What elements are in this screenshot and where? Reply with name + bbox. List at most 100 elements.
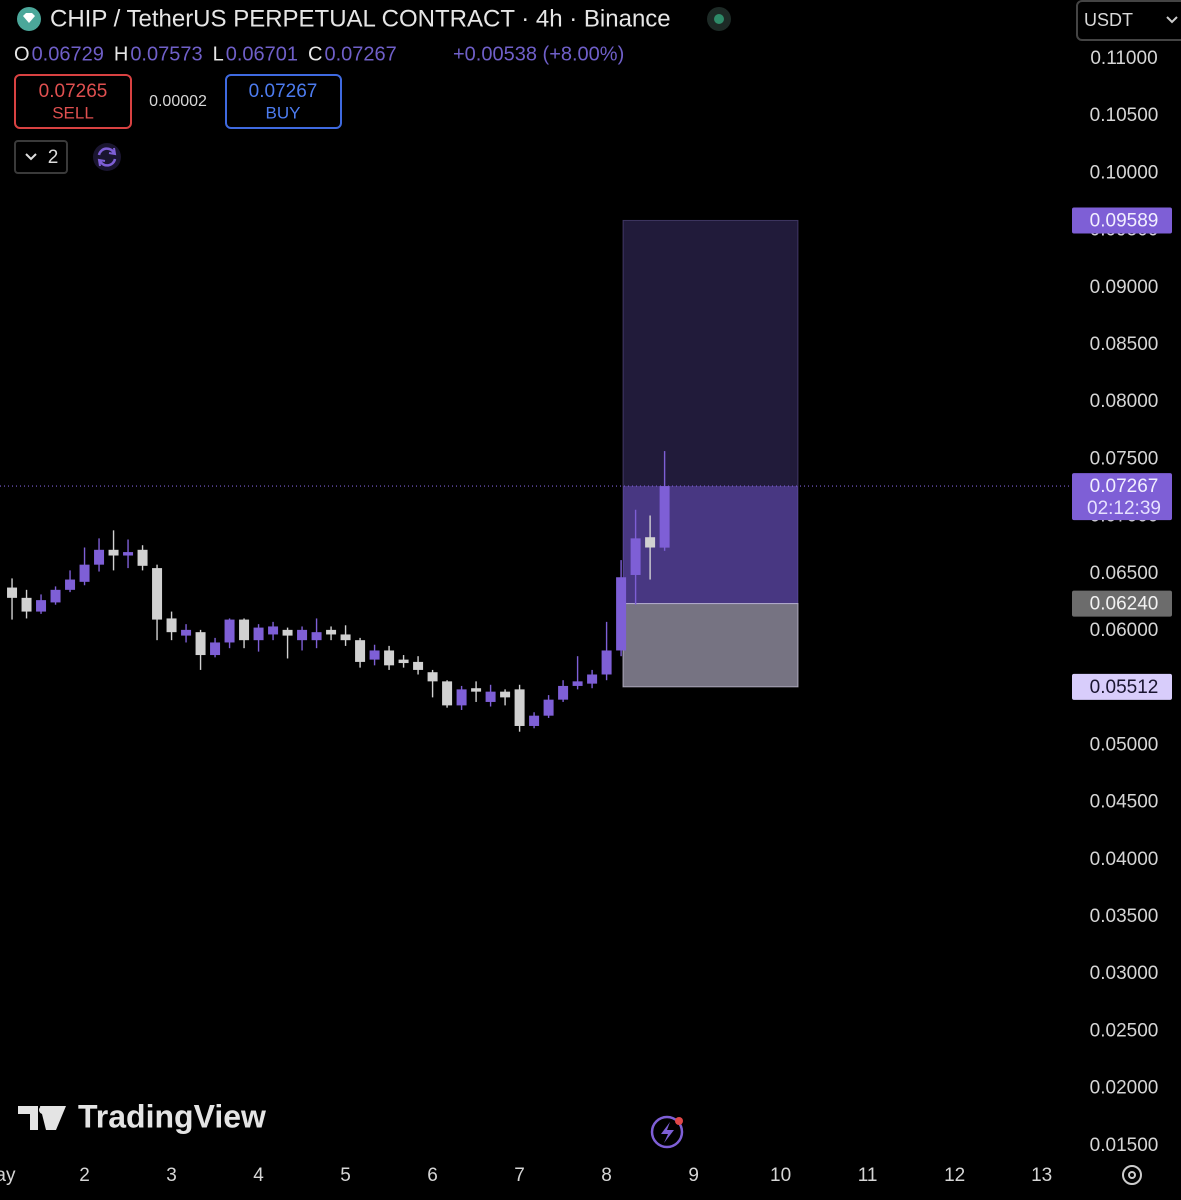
flash-icon[interactable] [661, 1122, 674, 1143]
candle-body [616, 577, 627, 651]
x-tick-label: 9 [688, 1165, 699, 1186]
candle-body [471, 688, 482, 692]
ohlc-value: 0.07267 [324, 43, 396, 65]
x-tick-label: 3 [166, 1165, 177, 1186]
y-tick-label: 0.03000 [1090, 963, 1159, 984]
candle-body [543, 699, 554, 716]
candle-body [398, 659, 409, 664]
y-tick-label: 0.11000 [1090, 48, 1157, 69]
ohlc-value: 0.07573 [130, 43, 202, 65]
settings-icon[interactable] [1122, 1165, 1142, 1185]
candle-body [587, 674, 598, 684]
candle-body [413, 661, 424, 670]
entry-price-label: 0.06240 [1090, 594, 1159, 615]
y-tick-label: 0.01500 [1090, 1135, 1159, 1156]
y-tick-label: 0.02500 [1090, 1020, 1159, 1041]
spread: 0.00002 [149, 93, 207, 110]
buy-button[interactable] [225, 74, 342, 129]
candle-body [21, 597, 32, 612]
sell-price[interactable]: 0.07265 [39, 81, 108, 102]
y-tick-label: 0.10500 [1090, 105, 1159, 126]
candle-body [384, 650, 395, 666]
indicators-toggle[interactable] [14, 140, 68, 174]
y-tick-label: 0.08000 [1090, 391, 1159, 412]
x-tick-label: 13 [1031, 1165, 1052, 1186]
x-tick-label: May [0, 1165, 16, 1186]
x-tick-label: 8 [601, 1165, 612, 1186]
candle-body [500, 691, 511, 698]
ohlc-value: 0.06701 [226, 43, 298, 65]
candle-body [268, 626, 279, 635]
candle-body [50, 589, 61, 603]
y-tick-label: 0.03500 [1090, 906, 1159, 927]
ohlc-legend: O 0.06729 H 0.07573 L 0.06701 C 0.07267 [14, 43, 397, 65]
currency-label[interactable]: USDT [1084, 10, 1133, 30]
candle-body [601, 650, 612, 675]
ohlc-letter: H [114, 43, 128, 65]
candle-body [659, 486, 670, 548]
chevron-icon[interactable] [25, 153, 37, 161]
candle-body [442, 681, 453, 706]
y-tick-label: 0.10000 [1090, 162, 1159, 183]
currency-chevron[interactable] [1166, 16, 1178, 24]
plot-area [0, 219, 1075, 732]
candle-body [369, 650, 380, 660]
candle-body [210, 642, 221, 656]
target-price-label: 0.09589 [1090, 210, 1159, 231]
currency-dropdown[interactable] [1076, 0, 1181, 41]
x-tick-label: 2 [79, 1165, 90, 1186]
x-tick-label: 7 [514, 1165, 525, 1186]
refresh-button[interactable] [93, 143, 121, 171]
sell-label[interactable]: SELL [52, 103, 94, 122]
symbol-logo-mark [23, 13, 35, 23]
refresh-icon[interactable] [97, 147, 117, 167]
buy-price[interactable]: 0.07267 [249, 81, 318, 102]
flash-button[interactable] [650, 1115, 684, 1149]
brand-logo [18, 1106, 66, 1130]
entry-price-label-bg [1072, 590, 1172, 617]
candle-body [137, 549, 148, 566]
candle-body [79, 564, 90, 582]
settings-icon-core[interactable] [1128, 1171, 1136, 1179]
buy-label[interactable]: BUY [266, 103, 301, 122]
refresh-arrows[interactable] [97, 147, 117, 167]
x-tick-label: 12 [944, 1165, 965, 1186]
y-tick-label: 0.07500 [1090, 448, 1159, 469]
ohlc-letter: C [308, 43, 322, 65]
candle-body [253, 627, 264, 641]
brand-logo-dot [39, 1106, 47, 1114]
status-dot [714, 14, 724, 24]
candle-body [355, 640, 366, 662]
candle-body [224, 619, 235, 643]
candle-body [456, 689, 467, 706]
candle-body [645, 537, 656, 548]
candle-body [514, 689, 525, 726]
stop-zone [622, 603, 799, 688]
flash-badge [675, 1117, 683, 1125]
sell-button[interactable] [14, 74, 132, 129]
x-tick-label: 10 [770, 1165, 791, 1186]
candle-body [311, 632, 322, 641]
x-tick-label: 6 [427, 1165, 438, 1186]
candle-body [427, 672, 438, 682]
indicators-count[interactable]: 2 [48, 147, 59, 168]
candle-body [282, 629, 293, 636]
candle-body [239, 619, 250, 641]
y-tick-label: 0.04000 [1090, 849, 1159, 870]
ohlc-letter: L [213, 43, 224, 65]
candle-body [558, 685, 569, 700]
x-tick-label: 4 [253, 1165, 264, 1186]
y-tick-label: 0.06000 [1090, 620, 1159, 641]
stop-price-label-bg [1072, 673, 1172, 700]
candle-body [123, 552, 134, 556]
last-price-label-bg [1072, 473, 1172, 521]
y-tick-label: 0.08500 [1090, 334, 1159, 355]
candle-body [108, 549, 119, 556]
candle-body [152, 568, 163, 620]
candle-body [630, 538, 641, 575]
x-tick-label: 5 [340, 1165, 351, 1186]
y-tick-label: 0.09000 [1090, 277, 1159, 298]
